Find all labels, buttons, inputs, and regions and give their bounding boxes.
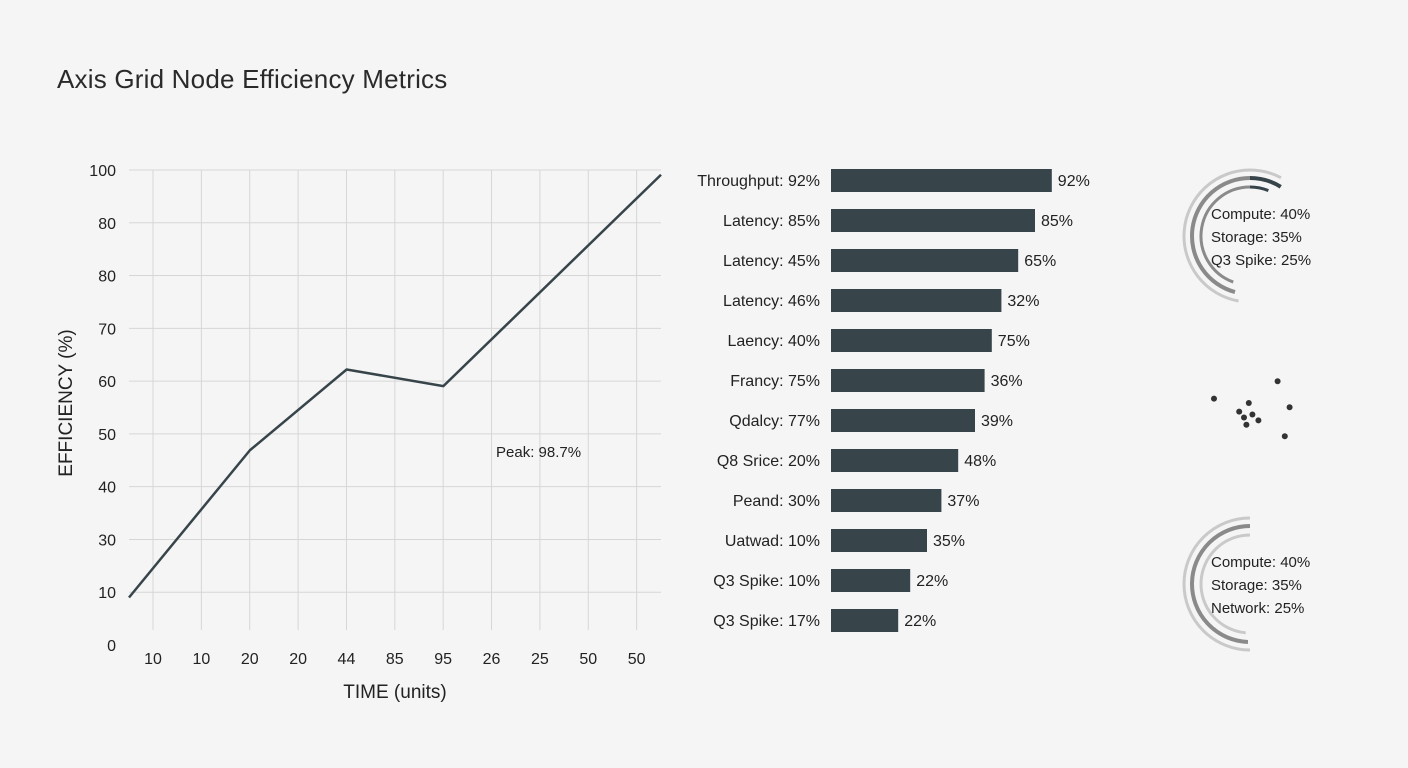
bar bbox=[831, 409, 975, 432]
donut-label: Storage: 35% bbox=[1211, 229, 1302, 246]
y-tick-label: 80 bbox=[98, 216, 116, 233]
bar bbox=[831, 329, 992, 352]
bar bbox=[831, 169, 1052, 192]
x-axis-label: TIME (units) bbox=[343, 682, 446, 703]
peak-annotation: Peak: 98.7% bbox=[496, 444, 581, 461]
y-axis-label: EFFICIENCY (%) bbox=[56, 329, 77, 476]
scatter-point bbox=[1286, 404, 1293, 411]
donut-label: Compute: 40% bbox=[1211, 554, 1310, 571]
scatter-point bbox=[1255, 417, 1262, 424]
bar-category-label: Throughput: 92% bbox=[697, 173, 820, 190]
x-tick-label: 95 bbox=[434, 651, 452, 668]
x-tick-label: 26 bbox=[483, 651, 501, 668]
donut-arc bbox=[1190, 176, 1251, 294]
donut-label: Storage: 35% bbox=[1211, 577, 1302, 594]
scatter-point bbox=[1236, 408, 1243, 415]
y-tick-label: 0 bbox=[107, 638, 116, 655]
x-tick-label: 44 bbox=[338, 651, 356, 668]
donut-arc bbox=[1190, 524, 1251, 644]
bar-value-label: 39% bbox=[981, 413, 1013, 430]
bar-value-label: 48% bbox=[964, 453, 996, 470]
y-tick-label: 70 bbox=[98, 321, 116, 338]
scatter-point bbox=[1211, 395, 1217, 402]
bar bbox=[831, 569, 911, 592]
donut-chart-top: Compute: 40% Storage: 35% Q3 Spike: 25% bbox=[1182, 168, 1311, 303]
bar-value-label: 65% bbox=[1024, 253, 1056, 270]
bar-value-label: 92% bbox=[1058, 173, 1090, 190]
bar-chart: Throughput: 92% 92% Latency: 85% 85% Latency… bbox=[697, 169, 1090, 632]
x-tick-label: 85 bbox=[386, 651, 404, 668]
x-tick-label: 10 bbox=[192, 651, 210, 668]
donut-label: Network: 25% bbox=[1211, 600, 1304, 617]
bar-category-label: Qdalcy: 77% bbox=[729, 413, 820, 430]
bar-value-label: 37% bbox=[947, 493, 979, 510]
bar-category-label: Q3 Spike: 17% bbox=[713, 613, 820, 630]
bar bbox=[831, 609, 899, 632]
bar-category-label: Q3 Spike: 10% bbox=[713, 573, 820, 590]
donut-label: Compute: 40% bbox=[1211, 206, 1310, 223]
bar-category-label: Uatwad: 10% bbox=[725, 533, 820, 550]
donut-arc bbox=[1182, 516, 1251, 652]
bar-value-label: 35% bbox=[933, 533, 965, 550]
x-tick-label: 25 bbox=[531, 651, 549, 668]
scatter-plot bbox=[1211, 378, 1293, 440]
y-tick-label: 10 bbox=[98, 585, 116, 602]
y-tick-label: 60 bbox=[98, 374, 116, 391]
line-chart: 0 10 30 40 50 60 70 80 80 100 10 10 20 20 44 85 95 26 25 50… bbox=[56, 163, 662, 703]
bar-category-label: Latency: 46% bbox=[723, 293, 820, 310]
bar-category-label: Francy: 75% bbox=[730, 373, 820, 390]
bar bbox=[831, 449, 959, 472]
bar-value-label: 32% bbox=[1007, 293, 1039, 310]
scatter-point bbox=[1274, 378, 1281, 385]
x-tick-label: 10 bbox=[144, 651, 162, 668]
y-tick-label: 30 bbox=[98, 532, 116, 549]
x-tick-label: 50 bbox=[579, 651, 597, 668]
donut-arc bbox=[1249, 168, 1282, 180]
scatter-point bbox=[1243, 421, 1250, 428]
donut-label: Q3 Spike: 25% bbox=[1211, 252, 1311, 269]
bar-value-label: 22% bbox=[904, 613, 936, 630]
bar-value-label: 85% bbox=[1041, 213, 1073, 230]
x-tick-label: 20 bbox=[241, 651, 259, 668]
donut-arc bbox=[1249, 176, 1282, 189]
y-tick-label: 40 bbox=[98, 480, 116, 497]
donut-arc bbox=[1182, 168, 1251, 303]
x-tick-label: 20 bbox=[289, 651, 307, 668]
bar bbox=[831, 209, 1035, 232]
y-tick-label: 80 bbox=[98, 269, 116, 286]
y-tick-label: 50 bbox=[98, 427, 116, 444]
bar bbox=[831, 289, 1002, 312]
donut-arc bbox=[1199, 185, 1251, 284]
bar-category-label: Latency: 85% bbox=[723, 213, 820, 230]
bar-value-label: 75% bbox=[998, 333, 1030, 350]
bar-category-label: Q8 Srice: 20% bbox=[717, 453, 820, 470]
bar bbox=[831, 529, 927, 552]
page-title: Axis Grid Node Efficiency Metrics bbox=[57, 64, 448, 94]
scatter-point bbox=[1241, 414, 1247, 421]
scatter-point bbox=[1245, 399, 1252, 406]
y-tick-label: 100 bbox=[89, 163, 116, 180]
bar-category-label: Peand: 30% bbox=[733, 493, 820, 510]
donut-arc bbox=[1249, 185, 1269, 192]
bar-category-label: Latency: 45% bbox=[723, 253, 820, 270]
donut-arc bbox=[1199, 533, 1251, 635]
bar bbox=[831, 369, 985, 392]
bar-category-label: Laency: 40% bbox=[727, 333, 820, 350]
bar-value-label: 22% bbox=[916, 573, 948, 590]
bar-value-label: 36% bbox=[991, 373, 1023, 390]
bar bbox=[831, 489, 942, 512]
donut-chart-bottom: Compute: 40% Storage: 35% Network: 25% bbox=[1182, 516, 1310, 652]
scatter-point bbox=[1281, 433, 1288, 440]
scatter-point bbox=[1249, 411, 1256, 418]
bar bbox=[831, 249, 1019, 272]
x-tick-label: 50 bbox=[628, 651, 646, 668]
